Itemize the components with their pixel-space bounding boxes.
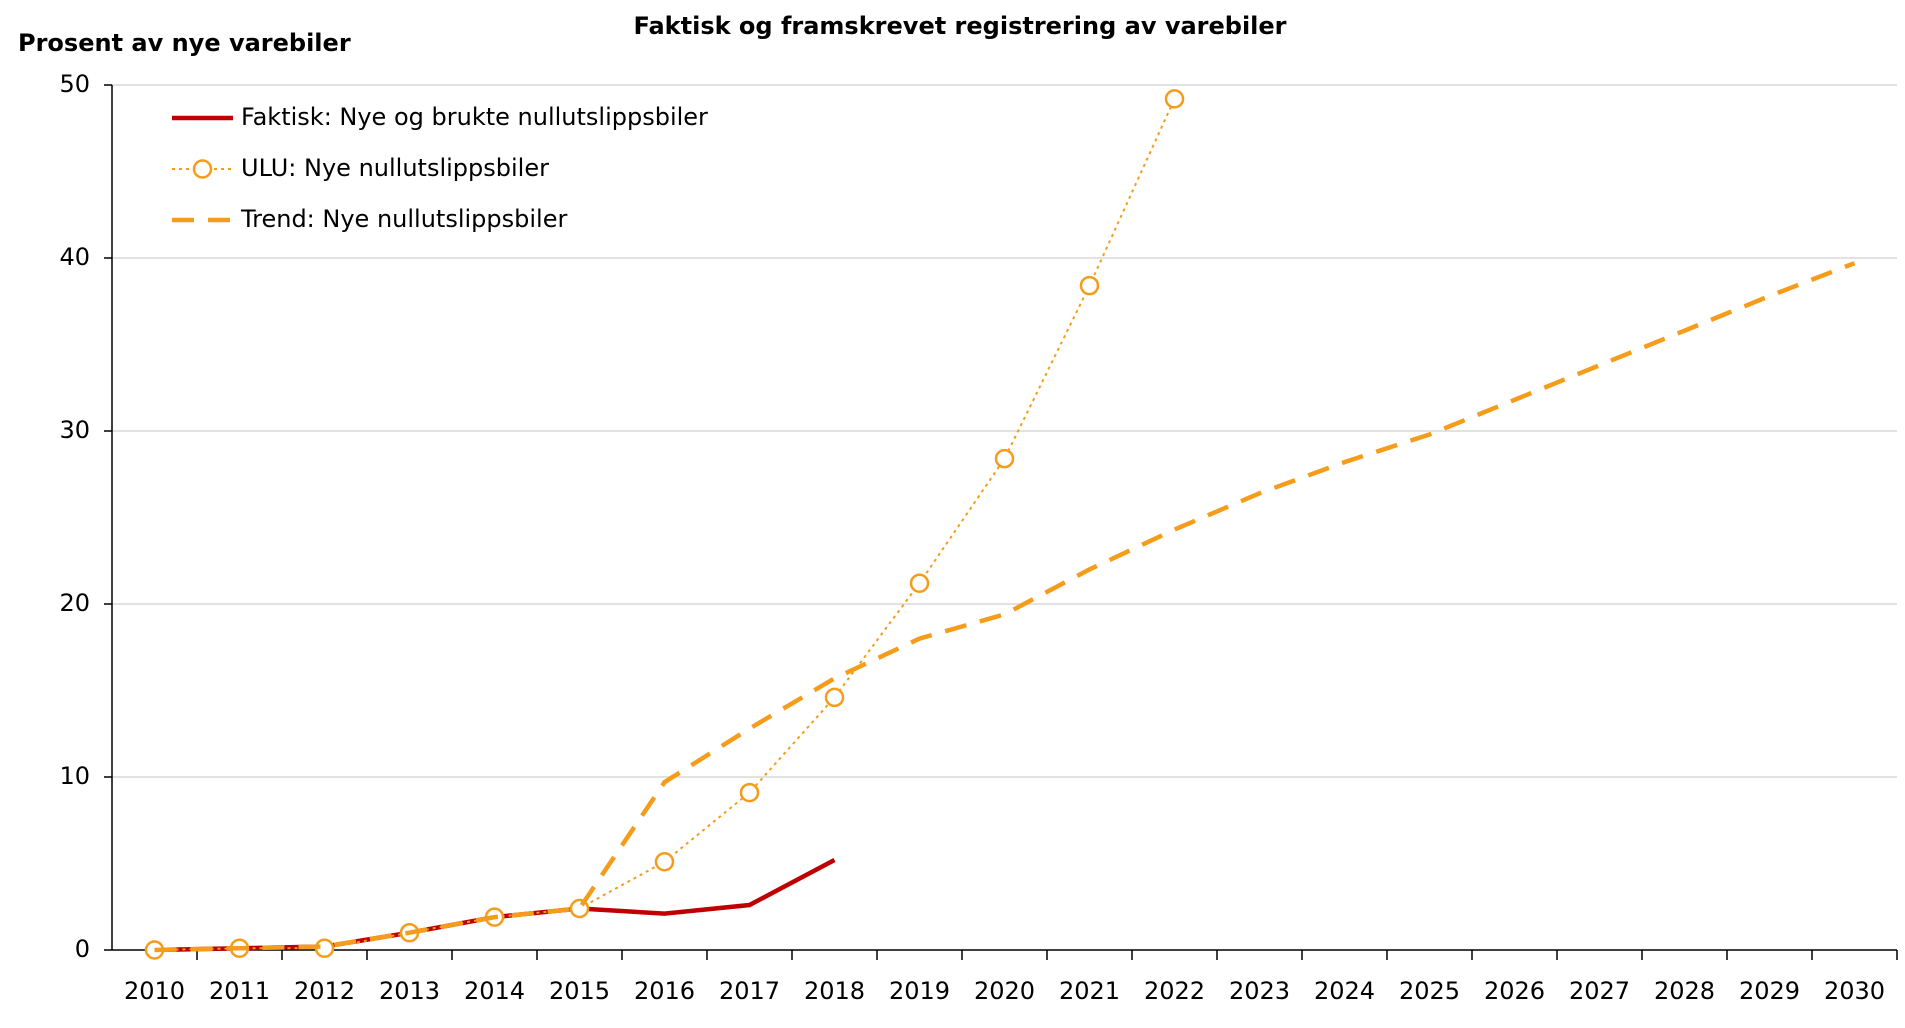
x-tick-label: 2014 [464, 977, 525, 1005]
point-marker [1164, 89, 1185, 109]
x-tick-label: 2024 [1314, 977, 1375, 1005]
x-tick-label: 2026 [1484, 977, 1545, 1005]
point-marker [1079, 275, 1100, 296]
y-axis-label: Prosent av nye varebiler [18, 29, 351, 57]
x-tick-label: 2022 [1144, 977, 1205, 1005]
x-tick-label: 2011 [209, 977, 270, 1005]
series-line [154, 858, 836, 953]
x-tick-label: 2023 [1229, 977, 1290, 1005]
point-marker [739, 782, 760, 803]
x-tick-label: 2028 [1654, 977, 1715, 1005]
y-tick-label: 50 [59, 70, 90, 98]
x-tick-label: 2019 [889, 977, 950, 1005]
x-tick-label: 2016 [634, 977, 695, 1005]
x-tick-label: 2010 [124, 977, 185, 1005]
legend-label: Faktisk: Nye og brukte nullutslippsbiler [241, 103, 708, 131]
point-marker [909, 573, 930, 593]
legend-label: Trend: Nye nullutslippsbiler [240, 205, 567, 233]
x-tick-label: 2020 [974, 977, 1035, 1005]
x-tick-label: 2015 [549, 977, 610, 1005]
x-tick-label: 2029 [1739, 977, 1800, 1005]
x-tick-label: 2021 [1059, 977, 1120, 1005]
x-tick-label: 2013 [379, 977, 440, 1005]
series-line [154, 261, 1856, 953]
y-tick-label: 30 [59, 416, 90, 444]
x-tick-label: 2027 [1569, 977, 1630, 1005]
y-tick-label: 0 [75, 935, 90, 963]
legend-label: ULU: Nye nullutslippsbiler [241, 154, 549, 182]
x-tick-label: 2025 [1399, 977, 1460, 1005]
point-marker [654, 852, 675, 872]
x-tick-label: 2012 [294, 977, 355, 1005]
x-tick-label: 2018 [804, 977, 865, 1005]
y-tick-label: 10 [59, 762, 90, 790]
x-tick-label: 2030 [1824, 977, 1885, 1005]
point-marker [824, 687, 845, 708]
chart-title: Faktisk og framskrevet registrering av v… [633, 12, 1286, 40]
x-tick-label: 2017 [719, 977, 780, 1005]
y-tick-label: 40 [59, 243, 90, 271]
point-marker [994, 448, 1015, 469]
y-tick-label: 20 [59, 589, 90, 617]
legend-marker [192, 159, 213, 179]
